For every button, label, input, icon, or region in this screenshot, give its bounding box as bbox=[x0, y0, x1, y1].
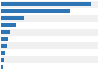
Bar bbox=[1, 65, 3, 69]
Bar bbox=[1, 29, 98, 36]
Bar bbox=[1, 58, 4, 62]
Bar bbox=[1, 56, 98, 63]
Bar bbox=[1, 16, 24, 20]
Bar bbox=[1, 30, 10, 34]
Bar bbox=[1, 42, 98, 49]
Bar bbox=[1, 9, 70, 13]
Bar bbox=[1, 2, 91, 6]
Bar bbox=[1, 37, 8, 41]
Bar bbox=[1, 1, 98, 8]
Bar bbox=[1, 63, 98, 70]
Bar bbox=[1, 51, 5, 55]
Bar bbox=[1, 44, 7, 48]
Bar bbox=[1, 8, 98, 15]
Bar bbox=[1, 36, 98, 42]
Bar bbox=[1, 49, 98, 56]
Bar bbox=[1, 23, 16, 27]
Bar bbox=[1, 15, 98, 22]
Bar bbox=[1, 22, 98, 29]
